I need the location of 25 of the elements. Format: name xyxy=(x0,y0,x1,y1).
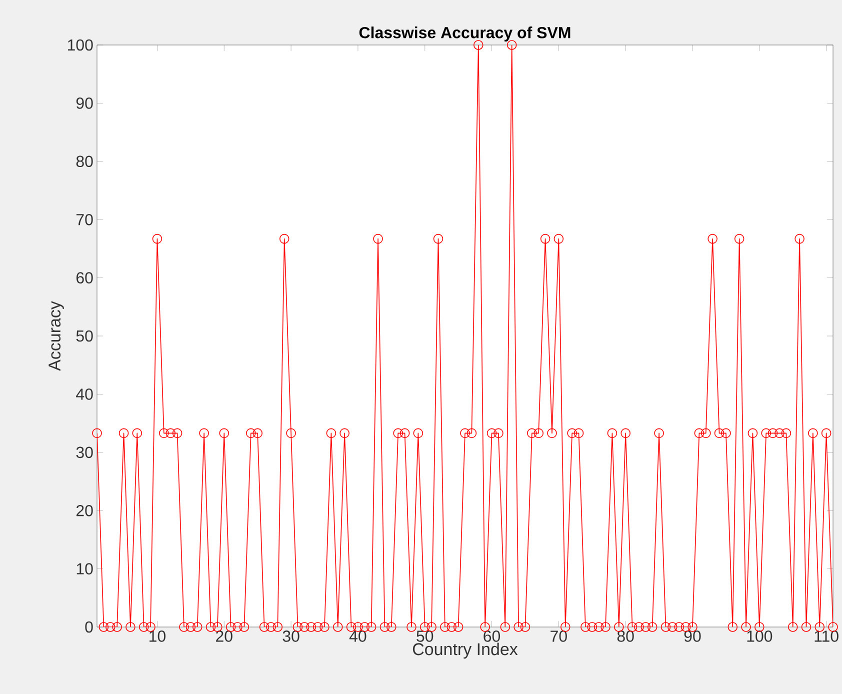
x-axis-title: Country Index xyxy=(412,642,518,659)
y-tick-label: 30 xyxy=(76,446,93,458)
x-tick-label: 50 xyxy=(416,630,434,642)
y-tick-label: 50 xyxy=(76,330,93,342)
y-tick-label: 10 xyxy=(76,563,93,574)
x-tick-label: 10 xyxy=(150,630,166,642)
y-tick-label: 100 xyxy=(68,39,93,51)
y-tick-label: 20 xyxy=(76,504,93,516)
x-tick-label: 90 xyxy=(684,630,701,642)
y-tick-label: 90 xyxy=(76,98,93,109)
x-tick-label: 20 xyxy=(216,630,232,642)
x-tick-label: 80 xyxy=(617,630,634,642)
y-axis-title: Accuracy xyxy=(48,301,64,371)
x-tick-label: 70 xyxy=(550,630,567,642)
y-tick-label: 40 xyxy=(76,388,93,400)
y-tick-label: 70 xyxy=(76,214,93,226)
x-tick-label: 100 xyxy=(747,630,772,642)
x-tick-label: 40 xyxy=(349,630,366,642)
y-tick-label: 80 xyxy=(76,156,93,168)
x-tick-label: 110 xyxy=(814,630,838,642)
y-tick-label: 60 xyxy=(76,272,93,284)
chart-title: Classwise Accuracy of SVM xyxy=(359,26,570,42)
x-tick-label: 30 xyxy=(282,630,300,642)
y-tick-label: 0 xyxy=(85,621,93,633)
x-tick-label: 60 xyxy=(484,630,500,642)
